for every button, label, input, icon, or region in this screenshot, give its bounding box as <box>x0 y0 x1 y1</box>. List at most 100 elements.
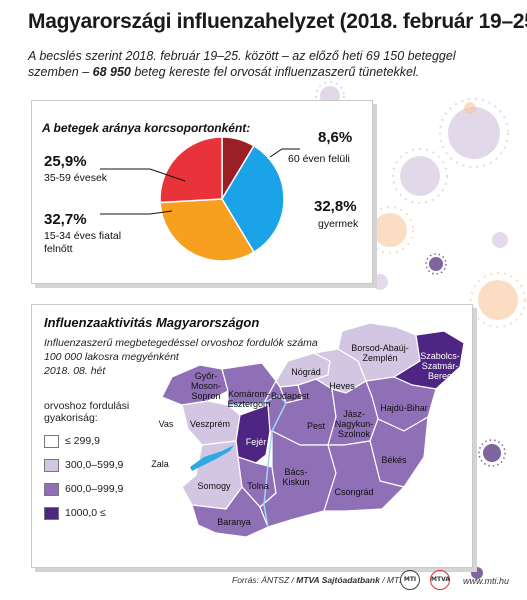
county-label-line: Szatmár- <box>421 361 459 371</box>
county-label-line: Moson- <box>190 381 222 391</box>
legend-item: 1000,0 ≤ <box>44 506 106 520</box>
influenza-map-panel: Influenzaaktivitás Magyarországon Influe… <box>31 304 473 568</box>
source-bold: MTVA Sajtóadatbank <box>296 575 380 585</box>
county-label-line: Győr- <box>194 371 218 381</box>
county-label: Jász- Nagykun- Szolnok <box>335 409 374 439</box>
county-label-line: Nagykun- <box>334 419 374 429</box>
legend-title-line: gyakoriság: <box>44 412 98 424</box>
pie-slice-2 <box>159 198 255 262</box>
lead-patient-count: 68 950 <box>92 65 131 79</box>
age-group-pie-panel: A betegek aránya korcsoportonként: 25,9%… <box>31 100 373 284</box>
county-label-line: Hajdú-Bihar <box>380 403 428 413</box>
pie-slice-1 <box>221 144 285 254</box>
county-label-line: Sopron <box>191 391 221 401</box>
county-label: Somogy <box>197 481 230 491</box>
pie-value-15-34: 32,7% <box>44 211 87 228</box>
legend-swatch <box>44 482 59 496</box>
pie-label-child: gyermek <box>318 218 359 230</box>
county-label-line: Fejér <box>245 437 267 447</box>
pie-label-60-plus: 60 éven felüli <box>288 153 350 165</box>
hungary-map <box>143 322 465 538</box>
county-label-line: Bereg <box>427 371 453 381</box>
map-subtitle-line: 2018. 08. hét <box>44 365 106 377</box>
county-label-line: Tolna <box>247 481 269 491</box>
river-danube <box>227 394 287 528</box>
map-subtitle-line: 100 000 lakosra megyénként <box>44 351 179 363</box>
region-bacs-kiskun <box>259 430 337 528</box>
pie-chart <box>100 136 300 262</box>
mtva-logo: MTVA <box>430 570 450 590</box>
source-url[interactable]: www.mti.hu <box>463 576 510 586</box>
legend-label: 600,0–999,9 <box>65 483 124 495</box>
county-label-line: Budapest <box>270 391 310 401</box>
lead-text-part2: beteg kereste fel orvosát influenzaszerű… <box>130 65 420 79</box>
county-label: Tolna <box>247 481 269 491</box>
county-label-line: Esztergom <box>227 399 271 409</box>
legend-title-line: orvoshoz fordulási <box>44 400 130 412</box>
county-label: Békés <box>381 455 406 465</box>
county-label-line: Bács- <box>284 467 308 477</box>
county-label-line: Csongrád <box>334 487 374 497</box>
county-label: Nógrád <box>291 367 321 377</box>
county-label: Szabolcs- Szatmár- Bereg <box>420 351 460 381</box>
county-label: Hajdú-Bihar <box>380 403 428 413</box>
legend-label: 1000,0 ≤ <box>65 507 106 519</box>
county-label: Vas <box>159 419 174 429</box>
lake-balaton <box>190 445 234 471</box>
page-title: Magyarországi influenzahelyzet (2018. fe… <box>28 10 527 33</box>
county-label-line: Jász- <box>343 409 365 419</box>
county-label: Győr- Moson- Sopron <box>191 371 221 401</box>
county-label-line: Zala <box>151 459 169 469</box>
region-gyor-moson-sopron <box>161 364 229 406</box>
map-subtitle-line: Influenzaszerű megbetegedéssel orvoshoz … <box>44 337 318 349</box>
source-suffix: / MTI <box>379 575 402 585</box>
county-label-line: Pest <box>306 421 326 431</box>
pie-slice-3 <box>159 136 223 204</box>
lead-text: A becslés szerint 2018. február 19–25. k… <box>28 48 508 80</box>
map-title: Influenzaaktivitás Magyarországon <box>44 315 260 330</box>
region-fejer <box>235 404 271 464</box>
mti-logo: MTI <box>400 570 420 590</box>
region-csongrad <box>323 440 405 512</box>
county-label: Baranya <box>217 517 251 527</box>
pie-value-35-59: 25,9% <box>44 153 87 170</box>
county-label: Veszprém <box>190 419 230 429</box>
county-label-line: Vas <box>158 419 174 429</box>
county-label-line: Veszprém <box>189 419 231 429</box>
legend-swatch <box>44 458 59 472</box>
legend-item: 600,0–999,9 <box>44 482 123 496</box>
county-label-line: Szabolcs- <box>420 351 460 361</box>
county-label: Pest <box>307 421 325 431</box>
leader-line-35-59 <box>100 168 186 182</box>
county-label: Bács- Kiskun <box>282 467 309 487</box>
leader-line-15-34 <box>100 210 173 215</box>
county-label: Borsod-Abaúj- Zemplén <box>351 343 409 363</box>
lead-text-part1: A becslés szerint 2018. február 19–25. k… <box>28 49 456 79</box>
legend-title: orvoshoz fordulási gyakoriság: <box>44 400 129 424</box>
county-label-line: Békés <box>381 455 407 465</box>
county-label: Heves <box>329 381 355 391</box>
county-label: Komárom- Esztergom <box>227 389 270 409</box>
legend-label: ≤ 299,9 <box>65 435 100 447</box>
pie-value-child: 32,8% <box>314 198 357 215</box>
county-label-line: Somogy <box>197 481 231 491</box>
county-label-line: Nógrád <box>291 367 321 377</box>
county-label: Csongrád <box>334 487 373 497</box>
pie-title: A betegek aránya korcsoportonként: <box>42 121 251 135</box>
county-label-line: Baranya <box>217 517 251 527</box>
source-footer: Forrás: ÁNTSZ / MTVA Sajtóadatbank / MTI <box>232 575 402 585</box>
pie-label-15-34: 15-34 éves fiatal felnőtt <box>44 230 122 255</box>
legend-swatch <box>44 506 59 520</box>
legend-label: 300,0–599,9 <box>65 459 124 471</box>
pie-label-35-59: 35-59 évesek <box>44 172 108 184</box>
map-subtitle: Influenzaszerű megbetegedéssel orvoshoz … <box>44 336 344 378</box>
county-label-line: Zemplén <box>362 353 398 363</box>
pie-value-60-plus: 8,6% <box>318 129 353 146</box>
source-prefix: Forrás: ÁNTSZ / <box>232 575 297 585</box>
legend-item: ≤ 299,9 <box>44 434 100 448</box>
county-label-line: Borsod-Abaúj- <box>351 343 409 353</box>
legend-swatch <box>44 434 59 448</box>
leader-line-60-plus <box>269 148 300 158</box>
legend-item: 300,0–599,9 <box>44 458 123 472</box>
county-label: Budapest <box>271 391 309 401</box>
